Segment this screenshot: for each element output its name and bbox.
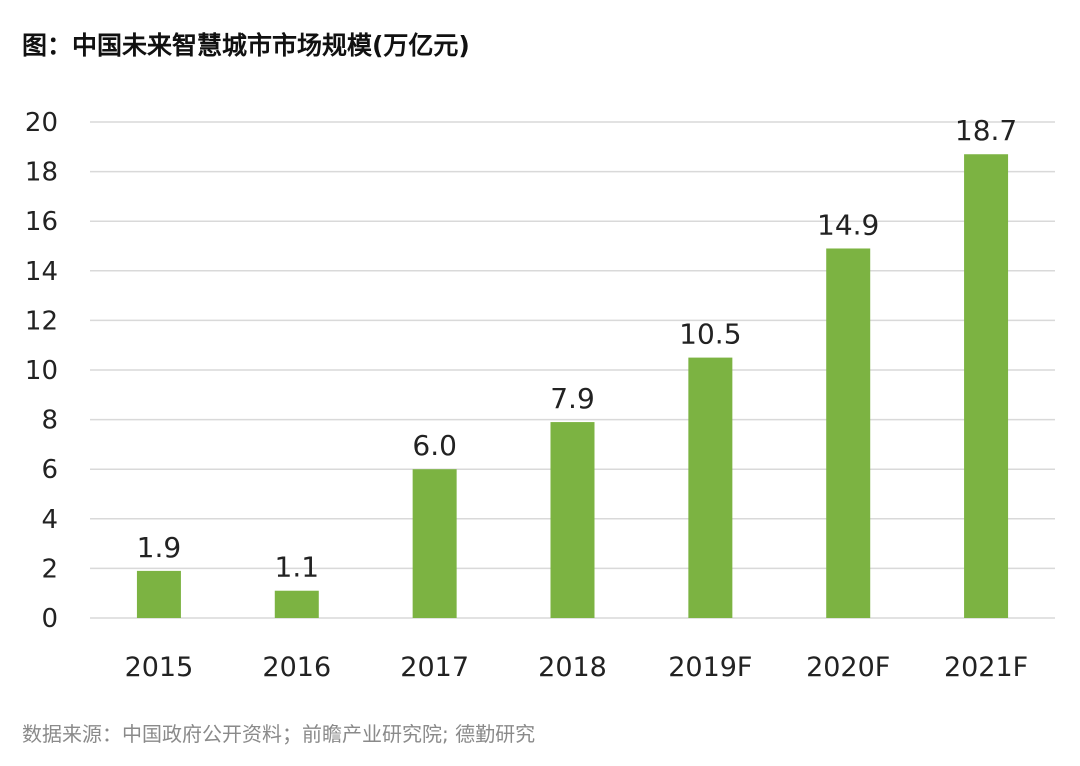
bars <box>136 154 1009 619</box>
data-label: 6.0 <box>412 429 457 462</box>
data-label: 10.5 <box>679 318 741 351</box>
y-tick-label: 16 <box>25 207 58 237</box>
bar <box>550 422 595 618</box>
x-axis-ticks: 2015 2016 2017 2018 2019F 2020F 2021F <box>125 652 1029 683</box>
bar <box>964 154 1009 619</box>
y-tick-label: 18 <box>25 158 58 188</box>
y-tick-label: 2 <box>41 554 58 584</box>
x-tick-label: 2021F <box>944 652 1028 683</box>
bar <box>412 469 457 618</box>
x-tick-label: 2020F <box>806 652 890 683</box>
source-note: 数据来源：中国政府公开资料；前瞻产业研究院; 德勤研究 <box>22 722 536 746</box>
y-tick-label: 20 <box>25 108 58 138</box>
y-tick-label: 4 <box>41 505 58 535</box>
y-tick-label: 0 <box>41 604 58 634</box>
data-labels: 1.9 1.1 6.0 7.9 10.5 14.9 18.7 <box>137 114 1018 583</box>
x-tick-label: 2015 <box>125 652 194 683</box>
data-label: 1.1 <box>275 551 320 584</box>
bar <box>688 357 733 618</box>
y-tick-label: 6 <box>41 455 58 485</box>
x-tick-label: 2017 <box>400 652 469 683</box>
y-tick-label: 10 <box>25 356 58 386</box>
data-label: 7.9 <box>550 382 595 415</box>
x-tick-label: 2018 <box>538 652 607 683</box>
data-label: 1.9 <box>137 531 182 564</box>
y-tick-label: 8 <box>41 406 58 436</box>
y-axis-ticks: 0 2 4 6 8 10 12 14 16 18 20 <box>25 108 58 634</box>
x-tick-label: 2019F <box>668 652 752 683</box>
bar <box>274 590 319 618</box>
chart-title: 图：中国未来智慧城市市场规模(万亿元) <box>22 31 470 60</box>
data-label: 14.9 <box>817 208 879 241</box>
y-tick-label: 12 <box>25 306 58 336</box>
bar <box>136 570 181 618</box>
x-tick-label: 2016 <box>262 652 331 683</box>
bar <box>826 248 871 619</box>
data-label: 18.7 <box>955 114 1017 147</box>
y-tick-label: 14 <box>25 257 58 287</box>
